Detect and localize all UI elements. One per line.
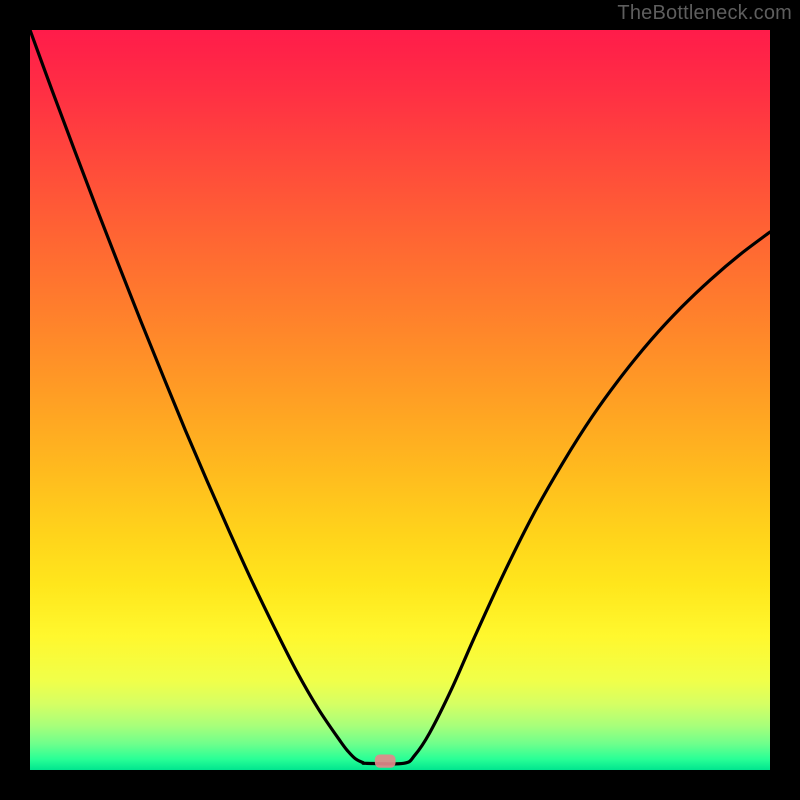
- watermark-text: TheBottleneck.com: [617, 2, 792, 25]
- chart-frame: TheBottleneck.com: [0, 0, 800, 800]
- bottleneck-chart-svg: [30, 30, 770, 770]
- optimum-marker: [375, 754, 396, 767]
- plot-area: [30, 30, 770, 770]
- gradient-background: [30, 30, 770, 770]
